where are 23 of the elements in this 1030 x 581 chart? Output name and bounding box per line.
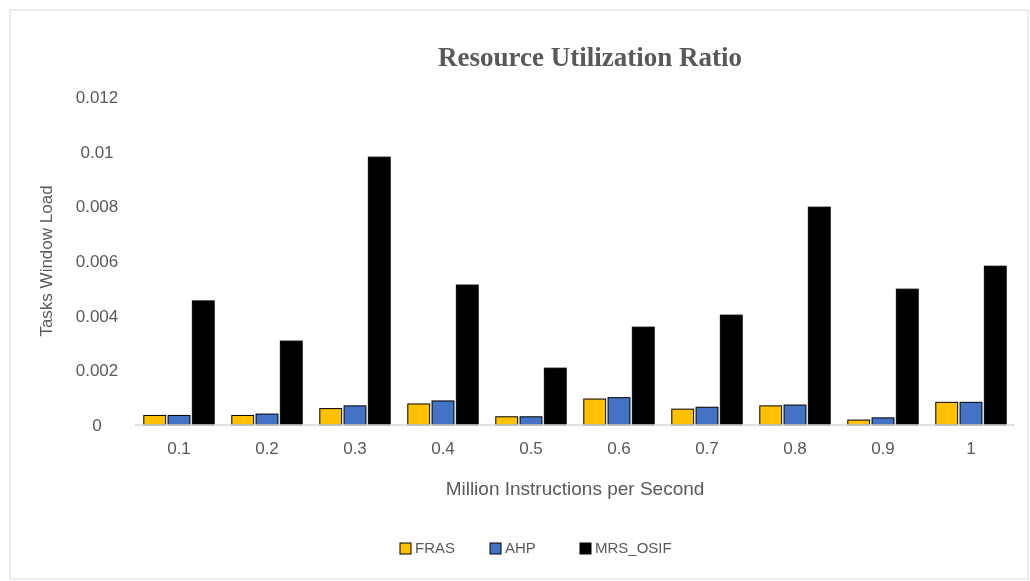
x-tick-label: 1 <box>966 439 976 458</box>
y-axis-title: Tasks Window Load <box>37 185 56 337</box>
x-tick-label: 0.8 <box>783 439 807 458</box>
y-tick-label: 0.012 <box>75 87 119 107</box>
y-tick-label: 0.006 <box>75 251 119 271</box>
y-tick-label: 0.004 <box>75 306 119 326</box>
y-tick-label: 0.002 <box>75 361 119 381</box>
legend-label: MRS_OSIF <box>595 539 672 556</box>
legend-label: AHP <box>505 539 536 556</box>
y-tick-label: 0.01 <box>80 142 114 162</box>
x-tick-label: 0.2 <box>255 439 279 458</box>
x-tick-label: 0.1 <box>167 439 191 458</box>
y-tick-label: 0.008 <box>75 197 119 217</box>
x-tick-label: 0.6 <box>607 439 631 458</box>
x-tick-label: 0.5 <box>519 439 543 458</box>
x-tick-label: 0.4 <box>431 439 455 458</box>
x-tick-label: 0.9 <box>871 439 895 458</box>
chart-title: Resource Utilization Ratio <box>438 42 742 72</box>
x-tick-label: 0.3 <box>343 439 367 458</box>
legend-label: FRAS <box>415 539 456 556</box>
x-axis-title: Million Instructions per Second <box>445 478 705 499</box>
x-tick-label: 0.7 <box>695 439 719 458</box>
y-tick-label: 0 <box>92 415 102 435</box>
